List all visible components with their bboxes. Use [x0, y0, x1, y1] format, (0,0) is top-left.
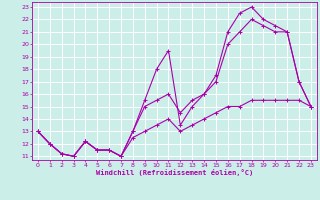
- X-axis label: Windchill (Refroidissement éolien,°C): Windchill (Refroidissement éolien,°C): [96, 169, 253, 176]
